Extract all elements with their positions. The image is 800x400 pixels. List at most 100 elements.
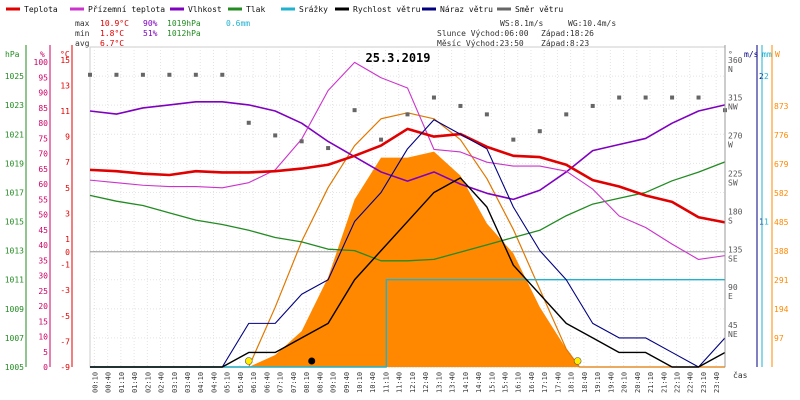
x-tick-label: 04:10: [197, 372, 205, 393]
legend: Teplota Přízemní teplota Vlhkost Tlak Srážky…: [6, 5, 563, 14]
sun-event-marker: [573, 357, 582, 365]
info-wg: WG:10.4m/s: [568, 19, 616, 28]
x-tick-label: 16:10: [515, 372, 523, 393]
temperature-tick-label: -5: [60, 312, 70, 321]
stat-avg-label: avg: [75, 39, 90, 48]
x-tick-label: 03:40: [184, 372, 192, 393]
humidity-tick-label: 5: [43, 348, 48, 357]
stat-max-rain: 0.6mm: [226, 19, 250, 28]
humidity-unit-label: %: [40, 50, 45, 59]
wind-direction-point: [379, 137, 384, 142]
x-tick-label: 09:10: [330, 372, 338, 393]
series-ground-temperature: [89, 61, 726, 261]
pressure-tick-label: 1005: [5, 363, 24, 372]
stat-max-hum: 90%: [143, 19, 158, 28]
x-tick-label: 00:40: [105, 372, 113, 393]
x-tick-label: 10:10: [356, 372, 364, 393]
info-block: WS:8.1m/s WG:10.4m/s Slunce Východ:06:00…: [437, 19, 616, 48]
sun-event-marker: [244, 357, 253, 365]
stat-max-label: max: [75, 19, 90, 28]
pressure-unit-label: hPa: [5, 50, 20, 59]
x-tick-label: 20:40: [634, 372, 642, 393]
stat-min-press: 1012hPa: [167, 29, 201, 38]
direction-tick-label: 180: [728, 207, 743, 216]
humidity-tick-label: 30: [38, 272, 48, 281]
temperature-tick-label: 11: [60, 107, 70, 116]
pressure-tick-label: 1017: [5, 188, 24, 197]
direction-compass-label: S: [728, 216, 733, 225]
wind-direction-point: [643, 95, 648, 100]
humidity-tick-label: 85: [38, 104, 48, 113]
series-humidity: [89, 101, 726, 201]
x-tick-label: 00:10: [91, 372, 99, 393]
series-rain: [90, 279, 725, 368]
x-tick-label: 16:40: [528, 372, 536, 393]
pressure-tick-label: 1007: [5, 334, 24, 343]
direction-compass-label: NW: [728, 103, 738, 112]
pressure-tick-label: 1019: [5, 159, 24, 168]
rain-tick-label: 1: [764, 218, 769, 227]
direction-compass-label: NE: [728, 330, 738, 339]
legend-label: Přízemní teplota: [88, 5, 165, 14]
x-tick-label: 04:40: [210, 372, 218, 393]
legend-label: Směr větru: [515, 5, 563, 14]
x-tick-label: 11:40: [396, 372, 404, 393]
wind-direction-point: [537, 129, 542, 134]
solar-tick-label: 776: [774, 131, 789, 140]
temperature-tick-label: -1: [60, 261, 70, 270]
humidity-tick-label: 15: [38, 317, 48, 326]
wind-direction-point: [590, 103, 595, 108]
x-tick-label: 08:10: [303, 372, 311, 393]
wind-direction-point: [458, 103, 463, 108]
x-tick-label: 13:40: [449, 372, 457, 393]
legend-label: Náraz větru: [440, 5, 493, 14]
stats-block: max 10.9°C 90% 1019hPa 0.6mm min 1.8°C 5…: [75, 19, 250, 48]
humidity-tick-label: 60: [38, 180, 48, 189]
x-tick-label: 15:10: [488, 372, 496, 393]
direction-compass-label: E: [728, 292, 733, 301]
temperature-tick-label: 0: [65, 248, 70, 257]
legend-label: Teplota: [24, 5, 58, 14]
solar-tick-label: 388: [774, 247, 789, 256]
rain-unit-label: mm: [762, 50, 772, 59]
x-tick-label: 17:40: [554, 372, 562, 393]
x-axis-label: čas: [733, 370, 748, 380]
humidity-tick-label: 95: [38, 73, 48, 82]
rain-tick-label: 2: [764, 72, 769, 81]
temperature-tick-label: 1: [65, 235, 70, 244]
temperature-unit-label: °C: [60, 50, 70, 59]
x-tick-label: 07:10: [277, 372, 285, 393]
wind-direction-point: [326, 146, 331, 151]
series-pressure: [89, 161, 726, 262]
x-tick-label: 19:10: [594, 372, 602, 393]
wind-direction-point: [114, 72, 119, 77]
wind-direction-point: [696, 95, 701, 100]
x-tick-label: 13:10: [435, 372, 443, 393]
pressure-tick-label: 1011: [5, 276, 24, 285]
wind-direction-point: [140, 72, 145, 77]
solar-tick-label: 291: [774, 276, 789, 285]
x-tick-label: 23:10: [700, 372, 708, 393]
wind-direction-point: [299, 139, 304, 144]
wind-direction-point: [246, 120, 251, 125]
legend-label: Tlak: [246, 5, 265, 14]
series-wind-speed: [90, 177, 726, 368]
series-solar-theoretical: [90, 112, 725, 368]
x-tick-label: 05:40: [237, 372, 245, 393]
x-tick-label: 09:40: [343, 372, 351, 393]
humidity-tick-label: 25: [38, 287, 48, 296]
pressure-tick-label: 1023: [5, 101, 24, 110]
x-tick-label: 21:40: [660, 372, 668, 393]
wind-direction-point: [88, 72, 92, 77]
temperature-tick-label: 13: [60, 81, 70, 90]
x-tick-label: 21:10: [647, 372, 655, 393]
x-tick-label: 11:10: [382, 372, 390, 393]
info-moonset: Západ:8:23: [541, 39, 589, 48]
wind-direction-point: [564, 112, 569, 117]
x-tick-label: 18:10: [568, 372, 576, 393]
temperature-tick-label: -9: [60, 363, 70, 372]
temperature-tick-label: 9: [65, 133, 70, 142]
x-tick-label: 08:40: [316, 372, 324, 393]
wind-direction-point: [511, 137, 516, 142]
stat-min-temp: 1.8°C: [100, 29, 124, 38]
